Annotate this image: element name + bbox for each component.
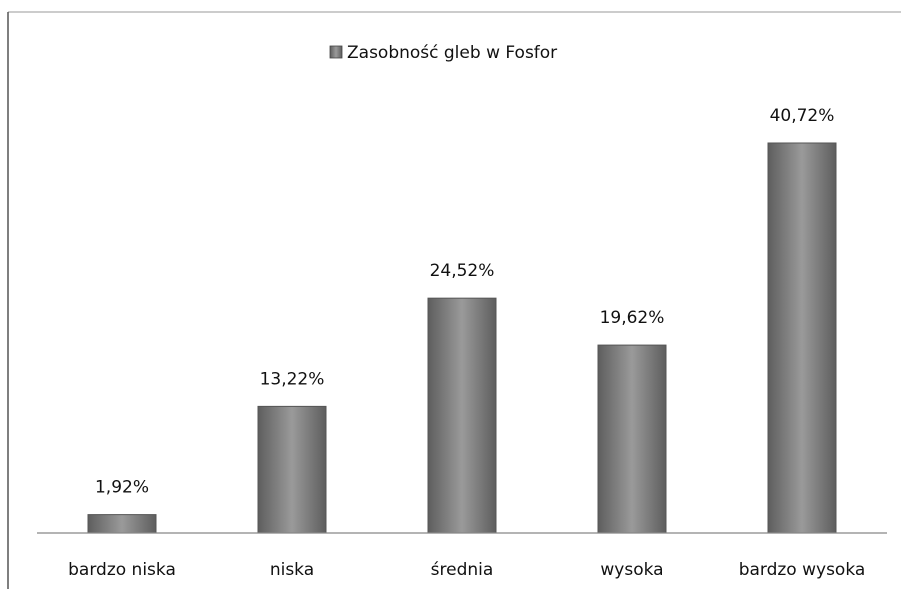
x-tick-label: średnia bbox=[431, 560, 494, 580]
bar bbox=[767, 142, 837, 534]
x-tick-label: bardzo niska bbox=[68, 560, 176, 580]
value-label: 13,22% bbox=[260, 369, 325, 389]
bar bbox=[427, 297, 497, 534]
value-label: 24,52% bbox=[430, 261, 495, 281]
x-tick-label: bardzo wysoka bbox=[739, 560, 866, 580]
bar bbox=[597, 344, 667, 534]
bar bbox=[257, 405, 327, 534]
value-label: 40,72% bbox=[770, 106, 835, 126]
x-tick-label: niska bbox=[270, 560, 314, 580]
bar bbox=[87, 514, 157, 534]
value-label: 1,92% bbox=[95, 478, 149, 498]
legend-swatch bbox=[329, 45, 343, 59]
x-tick-label: wysoka bbox=[600, 560, 663, 580]
legend-label: Zasobność gleb w Fosfor bbox=[347, 43, 557, 63]
value-label: 19,62% bbox=[600, 308, 665, 328]
